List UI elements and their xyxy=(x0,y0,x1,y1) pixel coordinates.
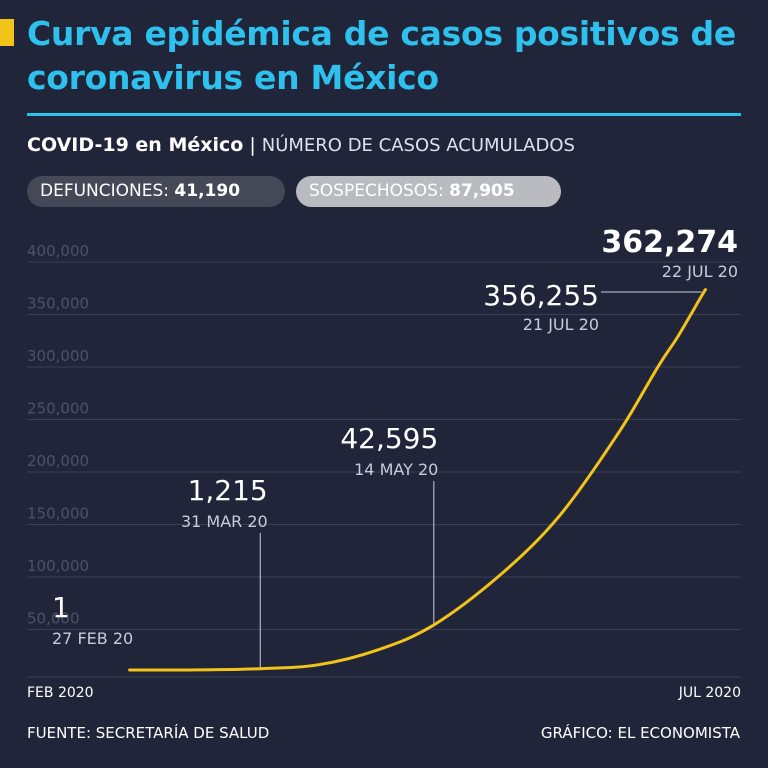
annotation-value: 362,274 xyxy=(601,225,738,260)
annotation-value: 1 xyxy=(52,591,70,624)
y-tick-label: 100,000 xyxy=(27,557,89,575)
defunciones-badge: DEFUNCIONES: 41,190 xyxy=(27,176,285,207)
y-tick-label: 50,000 xyxy=(27,610,80,628)
x-start-label: FEB 2020 xyxy=(27,685,94,701)
y-tick-label: 200,000 xyxy=(27,452,89,470)
annotation-date: 21 JUL 20 xyxy=(523,315,599,334)
annotation-date: 27 FEB 20 xyxy=(52,629,133,648)
accent-bar xyxy=(0,19,14,46)
annotation-date: 31 MAR 20 xyxy=(181,512,268,531)
subtitle-country: COVID-19 en México xyxy=(27,134,244,156)
source-note: FUENTE: SECRETARÍA DE SALUD xyxy=(27,724,270,742)
annotation-value: 42,595 xyxy=(340,422,438,455)
defunciones-value: 41,190 xyxy=(174,181,241,201)
title-divider xyxy=(27,113,741,116)
page-title: Curva epidémica de casos positivos de co… xyxy=(27,14,736,97)
annotation-date: 14 MAY 20 xyxy=(354,460,438,479)
y-tick-label: 250,000 xyxy=(27,400,89,418)
chart-subtitle: COVID-19 en México | NÚMERO DE CASOS ACUMU… xyxy=(27,134,575,156)
subtitle-separator: | xyxy=(249,134,256,156)
y-tick-label: 300,000 xyxy=(27,347,89,365)
subtitle-metric: NÚMERO DE CASOS ACUMULADOS xyxy=(261,135,575,156)
annotation-value: 356,255 xyxy=(483,279,599,312)
y-tick-label: 150,000 xyxy=(27,505,89,523)
credit-note: GRÁFICO: EL ECONOMISTA xyxy=(540,724,740,742)
sospechosos-label: SOSPECHOSOS: xyxy=(309,181,444,201)
annotation-value: 1,215 xyxy=(188,474,268,507)
defunciones-label: DEFUNCIONES: xyxy=(40,181,170,201)
sospechosos-badge: SOSPECHOSOS: 87,905 xyxy=(296,176,561,207)
annotation-date: 22 JUL 20 xyxy=(662,262,738,281)
cases-line xyxy=(128,288,707,672)
sospechosos-value: 87,905 xyxy=(449,181,515,201)
x-end-label: JUL 2020 xyxy=(678,685,741,701)
y-tick-label: 400,000 xyxy=(27,242,89,260)
y-tick-label: 350,000 xyxy=(27,295,89,313)
